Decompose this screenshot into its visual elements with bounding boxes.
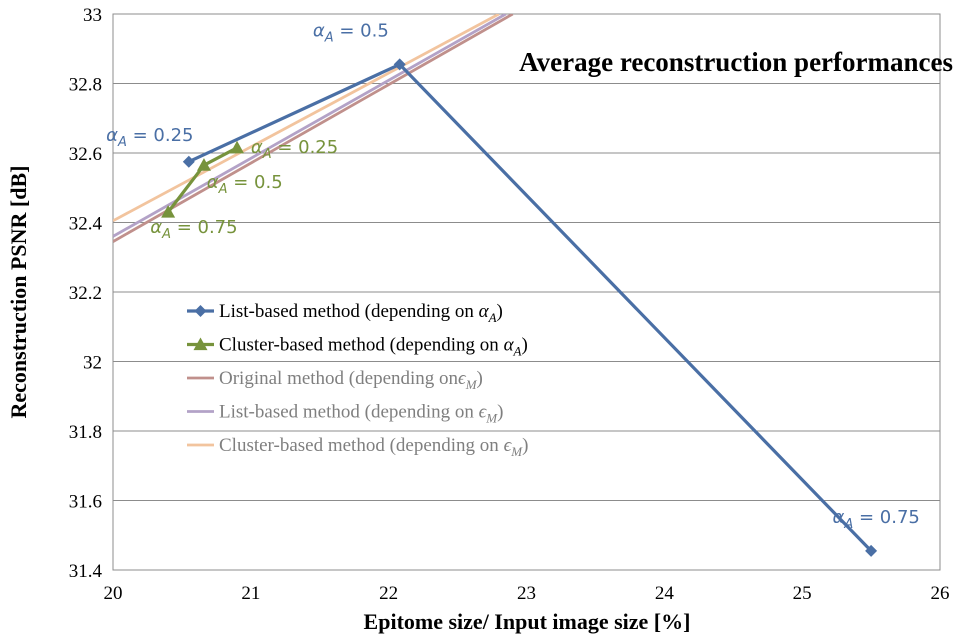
legend-item-4: List-based method (depending on ϵM) [187,402,503,426]
legend-label-suffix: ) [522,435,528,456]
legend-label-text: Cluster-based method (depending on [219,335,504,356]
x-tick-label: 20 [104,583,123,604]
legend-item-1: List-based method (depending on αA) [187,301,503,325]
legend-label-text: List-based method (depending on [219,402,479,423]
legend-label-subscript: M [485,411,498,426]
legend-label-text: List-based method (depending on [219,301,479,322]
x-tick-label: 22 [379,583,398,604]
legend-item-2: Cluster-based method (depending on αA) [187,335,528,359]
series-2-point [196,158,211,171]
annotation-label-symbol: α [150,217,162,238]
legend-label: List-based method (depending on ϵM) [219,402,503,426]
annotation-label: αA = 0.75 [832,507,919,532]
annotation-label-symbol: α [251,137,263,158]
y-tick-label: 32.4 [69,214,103,235]
annotation-label-subscript: A [262,147,272,162]
legend-label-symbol: ϵ [504,435,513,456]
x-tick-label: 24 [655,583,675,604]
legend-label: Cluster-based method (depending on ϵM) [219,435,528,459]
annotation-label: αA = 0.5 [207,172,283,197]
annotation-label-suffix: = 0.75 [853,507,920,528]
legend-label: List-based method (depending on αA) [219,301,503,325]
annotation-label-subscript: A [324,31,334,46]
series-1-point [393,58,406,71]
annotation-label-suffix: = 0.75 [171,217,238,238]
legend-label: Cluster-based method (depending on αA) [219,335,528,359]
y-tick-label: 31.6 [69,492,102,513]
y-tick-labels: 31.4 31.6 31.8 32 32.2 32.4 32.6 32.8 33 [69,5,103,582]
annotation-label-symbol: α [207,172,219,193]
legend-item-3: Original method (depending onϵM) [187,368,483,392]
x-tick-label: 26 [931,583,950,604]
y-tick-label: 32 [83,353,102,374]
annotation-label-subscript: A [117,135,127,150]
y-tick-label: 31.8 [69,422,102,443]
legend-item-5: Cluster-based method (depending on ϵM) [187,435,528,459]
legend-label-symbol: ϵ [479,402,488,423]
series-layer [113,14,878,557]
series-1-point [865,544,878,557]
legend-label-text: Cluster-based method (depending on [219,435,504,456]
legend-label-symbol: ϵ [458,368,467,389]
annotation-label-suffix: = 0.5 [334,21,389,42]
y-tick-label: 32.2 [69,283,102,304]
y-axis-title: Reconstruction PSNR [dB] [6,166,31,419]
annotation-label-symbol: α [106,125,118,146]
x-tick-label: 21 [241,583,260,604]
x-tick-labels: 20 21 22 23 24 25 26 [104,583,950,604]
legend-label-subscript: M [465,377,478,392]
y-tick-label: 32.8 [69,75,102,96]
annotation-label: αA = 0.75 [150,217,237,242]
annotation-label-symbol: α [832,507,844,528]
series-2-point [230,140,245,154]
series-2-point [161,205,176,218]
legend-label-symbol: α [504,335,515,356]
annotation-label-subscript: A [161,227,171,242]
annotation-label-suffix: = 0.25 [272,137,339,158]
legend-label-subscript: A [513,344,522,359]
y-tick-label: 33 [83,5,102,26]
legend-marker [194,305,207,317]
legend-label-subscript: A [488,310,497,325]
legend-label-suffix: ) [522,335,528,356]
legend-label-symbol: α [479,301,490,322]
annotation-label-symbol: α [313,21,325,42]
legend-label-subscript: M [510,444,523,459]
legend-label-text: Original method (depending on [219,368,459,389]
annotation-label: αA = 0.25 [106,125,193,150]
annotation-label-subscript: A [843,517,853,532]
y-tick-label: 32.6 [69,144,102,165]
legend-label: Original method (depending onϵM) [219,368,483,392]
x-tick-label: 25 [793,583,812,604]
series-1-point [182,155,195,168]
annotation-label-suffix: = 0.25 [127,125,194,146]
y-tick-label: 31.4 [69,561,103,582]
legend-label-suffix: ) [497,402,503,423]
x-tick-label: 23 [517,583,536,604]
annotation-label-subscript: A [218,182,228,197]
annotation-label: αA = 0.5 [313,21,389,46]
legend-label-suffix: ) [477,368,483,389]
legend: List-based method (depending on αA)Clust… [187,301,528,459]
annotation-label-suffix: = 0.5 [228,172,283,193]
series-3-line [113,14,514,243]
annotation-label: αA = 0.25 [251,137,338,162]
legend-marker [193,337,208,351]
x-axis-title: Epitome size/ Input image size [%] [364,609,691,634]
series-5-line [113,14,500,223]
plot-frame [112,13,941,571]
chart-title: Average reconstruction performances [519,47,953,77]
legend-label-suffix: ) [497,301,503,322]
